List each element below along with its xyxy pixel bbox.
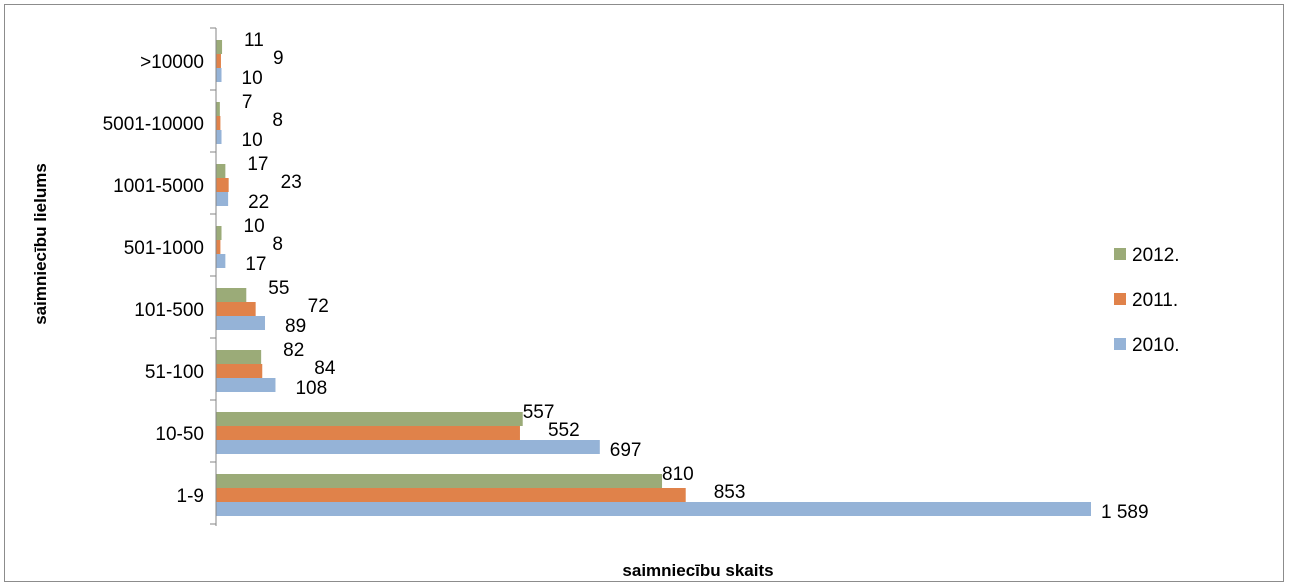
x-axis-title: saimniecību skaits [622,561,773,580]
legend-swatch-2012 [1114,248,1126,260]
bar-2011-1-9 [216,488,686,502]
legend-swatch-2010 [1114,338,1126,350]
legend-label-2010: 2010. [1132,335,1180,356]
data-label-2012-5001-10000: 7 [242,92,253,113]
category-label: 101-500 [134,300,204,321]
data-label-2012-10-50: 557 [523,402,555,423]
bar-2010-1-9 [216,502,1091,516]
bar-2011-10-50 [216,426,520,440]
data-label-2012->10000: 11 [244,30,264,51]
data-label-2011-501-1000: 8 [272,234,283,255]
bar-2010->10000 [216,68,222,82]
bars-layer [216,40,1091,516]
bar-2011-5001-10000 [216,116,221,130]
category-label: 501-1000 [124,238,204,259]
data-label-2012-1001-5000: 17 [247,154,268,175]
bar-2011->10000 [216,54,221,68]
data-label-2010-51-100: 108 [295,378,327,399]
data-label-2012-51-100: 82 [283,340,304,361]
category-label: 1-9 [177,486,204,507]
data-label-2010-1-9: 1 589 [1101,502,1149,523]
y-axis-title: saimniecību lielums [31,163,50,325]
bar-2012-1001-5000 [216,164,226,178]
category-label: 5001-10000 [103,114,204,135]
bar-2012-1-9 [216,474,663,488]
bar-2012-10-50 [216,412,523,426]
legend-swatch-2011 [1114,293,1126,305]
bar-2012-501-1000 [216,226,222,240]
data-label-2012-101-500: 55 [268,278,289,299]
bar-2010-51-100 [216,378,276,392]
bar-2010-501-1000 [216,254,226,268]
bar-2011-1001-5000 [216,178,229,192]
data-label-2011-5001-10000: 8 [272,110,283,131]
data-label-2011-10-50: 552 [548,420,580,441]
bar-2012-101-500 [216,288,247,302]
bar-2010-10-50 [216,440,600,454]
category-label: 51-100 [145,362,204,383]
legend-label-2011: 2011. [1132,290,1178,311]
y-axis: >10000 5001-10000 1001-5000 501-1000 101-500… [103,27,217,526]
bar-2011-501-1000 [216,240,221,254]
data-label-2012-1-9: 810 [662,464,694,485]
data-label-2011-51-100: 84 [314,358,336,379]
category-label: >10000 [140,52,204,73]
bar-2010-1001-5000 [216,192,229,206]
data-label-2010-10-50: 697 [610,440,642,461]
bar-2012-51-100 [216,350,262,364]
data-label-2010->10000: 10 [242,68,263,89]
data-label-2012-501-1000: 10 [244,216,265,237]
data-label-2010-5001-10000: 10 [242,130,263,151]
legend: 2012. 2011. 2010. [1114,245,1180,356]
bar-2012->10000 [216,40,223,54]
bar-2010-101-500 [216,316,266,330]
data-label-2010-501-1000: 17 [245,254,266,275]
data-label-2010-1001-5000: 22 [248,192,269,213]
bar-2012-5001-10000 [216,102,220,116]
data-label-2011-101-500: 72 [308,296,329,317]
data-label-2011-1-9: 853 [714,482,746,503]
bar-2010-5001-10000 [216,130,222,144]
data-label-2010-101-500: 89 [285,316,306,337]
category-label: 10-50 [155,424,204,445]
bar-2011-51-100 [216,364,263,378]
legend-label-2012: 2012. [1132,245,1180,266]
category-label: 1001-5000 [113,176,204,197]
data-label-2011->10000: 9 [273,48,284,69]
data-labels: 1191078101723221081755728982841085575526… [242,30,1149,523]
bar-2011-101-500 [216,302,256,316]
data-label-2011-1001-5000: 23 [281,172,302,193]
